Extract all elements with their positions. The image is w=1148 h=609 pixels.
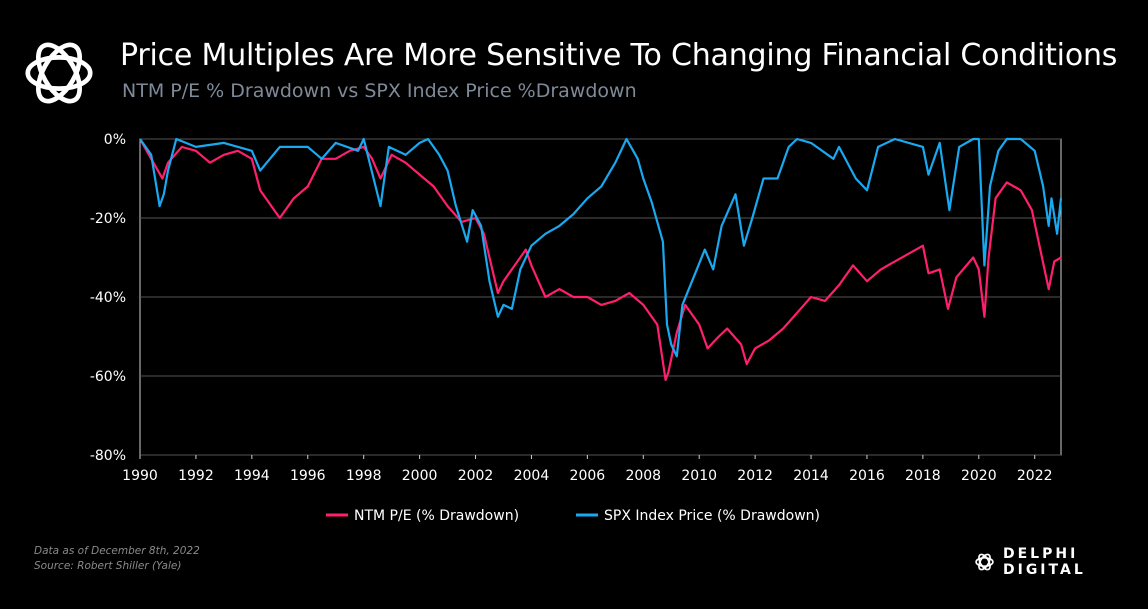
x-tick-label: 1996 [290,468,326,484]
x-tick-label: 1994 [234,468,270,484]
x-tick-label: 2022 [1017,468,1053,484]
y-tick-label: -80% [90,448,126,464]
delphi-knot-icon [975,553,994,571]
chart-title: Price Multiples Are More Sensitive To Ch… [120,38,1118,73]
x-tick-label: 2006 [570,468,606,484]
data-date-note: Data as of December 8th, 2022 [34,545,200,557]
x-tick-label: 2018 [905,468,941,484]
x-tick-label: 1998 [346,468,382,484]
delphi-knot-icon [25,42,93,104]
y-tick-label: -20% [90,211,126,227]
x-tick-label: 2002 [458,468,494,484]
y-tick-label: 0% [104,132,126,148]
x-tick-label: 2012 [737,468,773,484]
x-tick-label: 2004 [514,468,550,484]
brand-logo: DELPHI DIGITAL [974,546,1148,578]
source-note: Source: Robert Shiller (Yale) [34,560,182,572]
x-tick-label: 2000 [402,468,438,484]
series-line-ntm-pe [139,138,1062,381]
legend-label: NTM P/E (% Drawdown) [354,508,519,524]
x-tick-label: 1990 [122,468,158,484]
x-tick-label: 2008 [625,468,661,484]
x-tick-label: 2016 [849,468,885,484]
x-tick-label: 1992 [178,468,214,484]
chart-subtitle: NTM P/E % Drawdown vs SPX Index Price %D… [122,80,637,102]
legend-label: SPX Index Price (% Drawdown) [604,508,820,524]
brand-name: DELPHI DIGITAL [1002,546,1086,578]
footnote: Data as of December 8th, 2022 Source: Ro… [34,544,200,574]
x-tick-label: 2010 [681,468,717,484]
y-tick-label: -60% [90,369,126,385]
x-tick-label: 2014 [793,468,829,484]
x-tick-label: 2020 [961,468,997,484]
y-tick-label: -40% [90,290,126,306]
series-line-spx [139,137,1063,358]
